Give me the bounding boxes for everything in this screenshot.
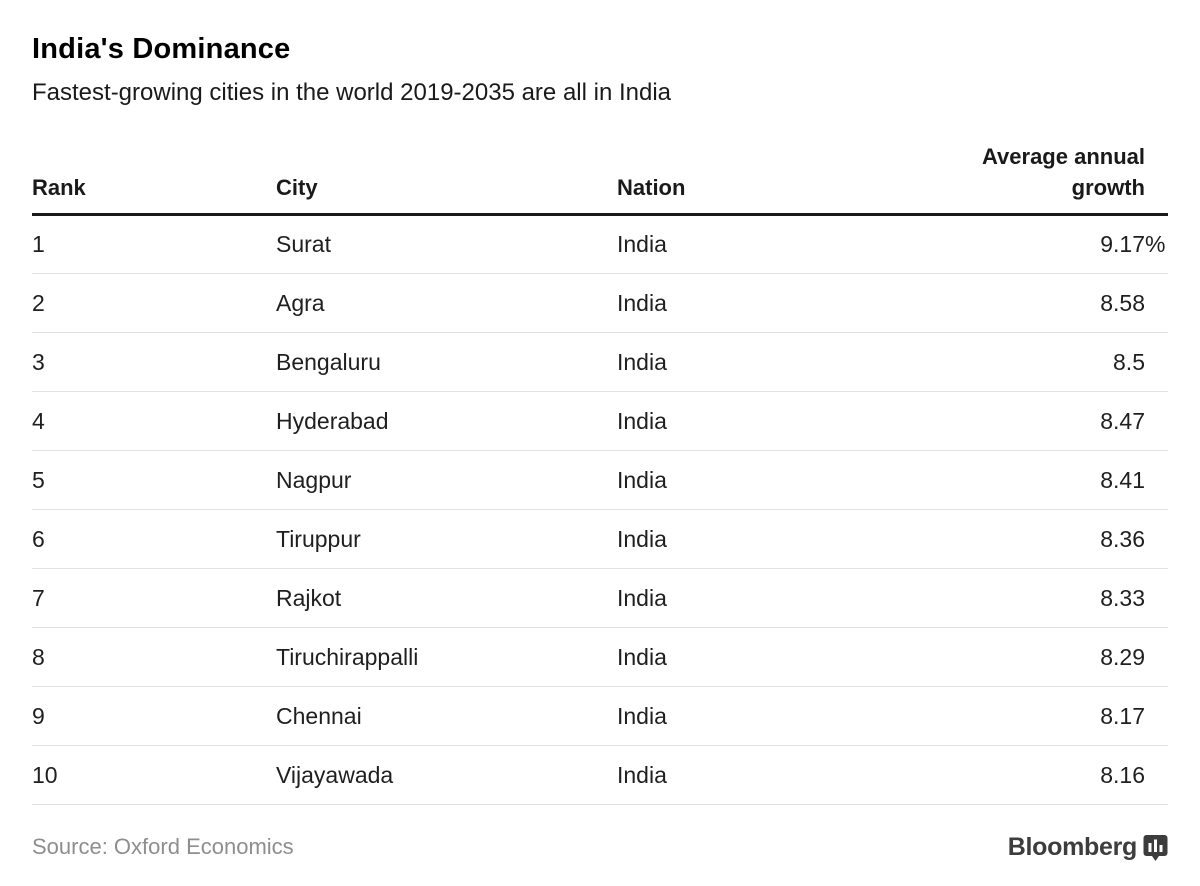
city-cell: Vijayawada [276, 745, 617, 805]
chart-page: India's Dominance Fastest-growing cities… [0, 34, 1200, 886]
source-credit: Source: Oxford Economics [32, 834, 294, 859]
growth-cell: 9.17% [965, 214, 1168, 274]
table-row: 4 Hyderabad India 8.47 [32, 391, 1168, 451]
city-cell: Surat [276, 214, 617, 274]
rank-cell: 10 [32, 745, 276, 805]
growth-cell: 8.58 [965, 273, 1168, 333]
growth-cell: 8.36 [965, 509, 1168, 569]
nation-cell: India [617, 568, 965, 628]
growth-value: 8.5 [1113, 348, 1145, 375]
growth-value: 8.17 [1100, 702, 1145, 729]
growth-cell: 8.29 [965, 627, 1168, 687]
table-row: 7 Rajkot India 8.33 [32, 568, 1168, 628]
table-row: 5 Nagpur India 8.41 [32, 450, 1168, 510]
column-header-growth-line1: Average annual [981, 144, 1145, 169]
column-header-city: City [276, 105, 617, 216]
growth-cell: 8.33 [965, 568, 1168, 628]
city-cell: Rajkot [276, 568, 617, 628]
growth-cell: 8.16 [965, 745, 1168, 805]
growth-value: 8.58 [1100, 289, 1145, 316]
city-cell: Nagpur [276, 450, 617, 510]
rankings-table: Rank City Nation Average annual growth 1… [32, 105, 1168, 805]
rank-cell: 5 [32, 450, 276, 510]
city-cell: Hyderabad [276, 391, 617, 451]
column-header-growth: Average annual growth [965, 105, 1168, 216]
nation-cell: India [617, 686, 965, 746]
page-title: India's Dominance [32, 33, 291, 65]
rank-cell: 3 [32, 332, 276, 392]
nation-cell: India [617, 273, 965, 333]
growth-cell: 8.41 [965, 450, 1168, 510]
growth-value: 8.29 [1100, 643, 1145, 670]
table-row: 8 Tiruchirappalli India 8.29 [32, 627, 1168, 687]
nation-cell: India [617, 509, 965, 569]
page-subtitle: Fastest-growing cities in the world 2019… [32, 79, 672, 106]
bloomberg-logo: Bloomberg [1008, 832, 1168, 862]
rank-cell: 2 [32, 273, 276, 333]
rank-cell: 8 [32, 627, 276, 687]
city-cell: Tiruppur [276, 509, 617, 569]
growth-value: 8.33 [1100, 584, 1145, 611]
rank-cell: 4 [32, 391, 276, 451]
table-row: 9 Chennai India 8.17 [32, 686, 1168, 746]
column-header-nation: Nation [617, 105, 965, 216]
city-cell: Chennai [276, 686, 617, 746]
nation-cell: India [617, 214, 965, 274]
nation-cell: India [617, 391, 965, 451]
growth-value: 9.17 [1100, 231, 1145, 257]
table-row: 2 Agra India 8.58 [32, 273, 1168, 333]
growth-cell: 8.17 [965, 686, 1168, 746]
nation-cell: India [617, 450, 965, 510]
bloomberg-wordmark: Bloomberg [1007, 832, 1138, 861]
table-row: 3 Bengaluru India 8.5 [32, 332, 1168, 392]
rank-cell: 7 [32, 568, 276, 628]
column-header-rank: Rank [32, 105, 276, 216]
rank-cell: 9 [32, 686, 276, 746]
city-cell: Tiruchirappalli [276, 627, 617, 687]
growth-value: 8.47 [1100, 407, 1145, 434]
nation-cell: India [617, 627, 965, 687]
table-row: 6 Tiruppur India 8.36 [32, 509, 1168, 569]
nation-cell: India [617, 745, 965, 805]
growth-value: 8.36 [1100, 525, 1145, 552]
city-cell: Agra [276, 273, 617, 333]
growth-cell: 8.47 [965, 391, 1168, 451]
table-row: 10 Vijayawada India 8.16 [32, 745, 1168, 805]
city-cell: Bengaluru [276, 332, 617, 392]
growth-cell: 8.5 [965, 332, 1168, 392]
column-header-growth-line2: growth [1071, 175, 1145, 200]
table-header-row: Rank City Nation Average annual growth [32, 105, 1168, 216]
nation-cell: India [617, 332, 965, 392]
rank-cell: 6 [32, 509, 276, 569]
table-row: 1 Surat India 9.17% [32, 214, 1168, 274]
bloomberg-terminal-icon [1143, 835, 1168, 861]
chart-footer: Source: Oxford Economics Bloomberg [32, 832, 1168, 862]
rank-cell: 1 [32, 214, 276, 274]
growth-value: 8.41 [1100, 466, 1145, 493]
growth-value: 8.16 [1100, 761, 1145, 788]
